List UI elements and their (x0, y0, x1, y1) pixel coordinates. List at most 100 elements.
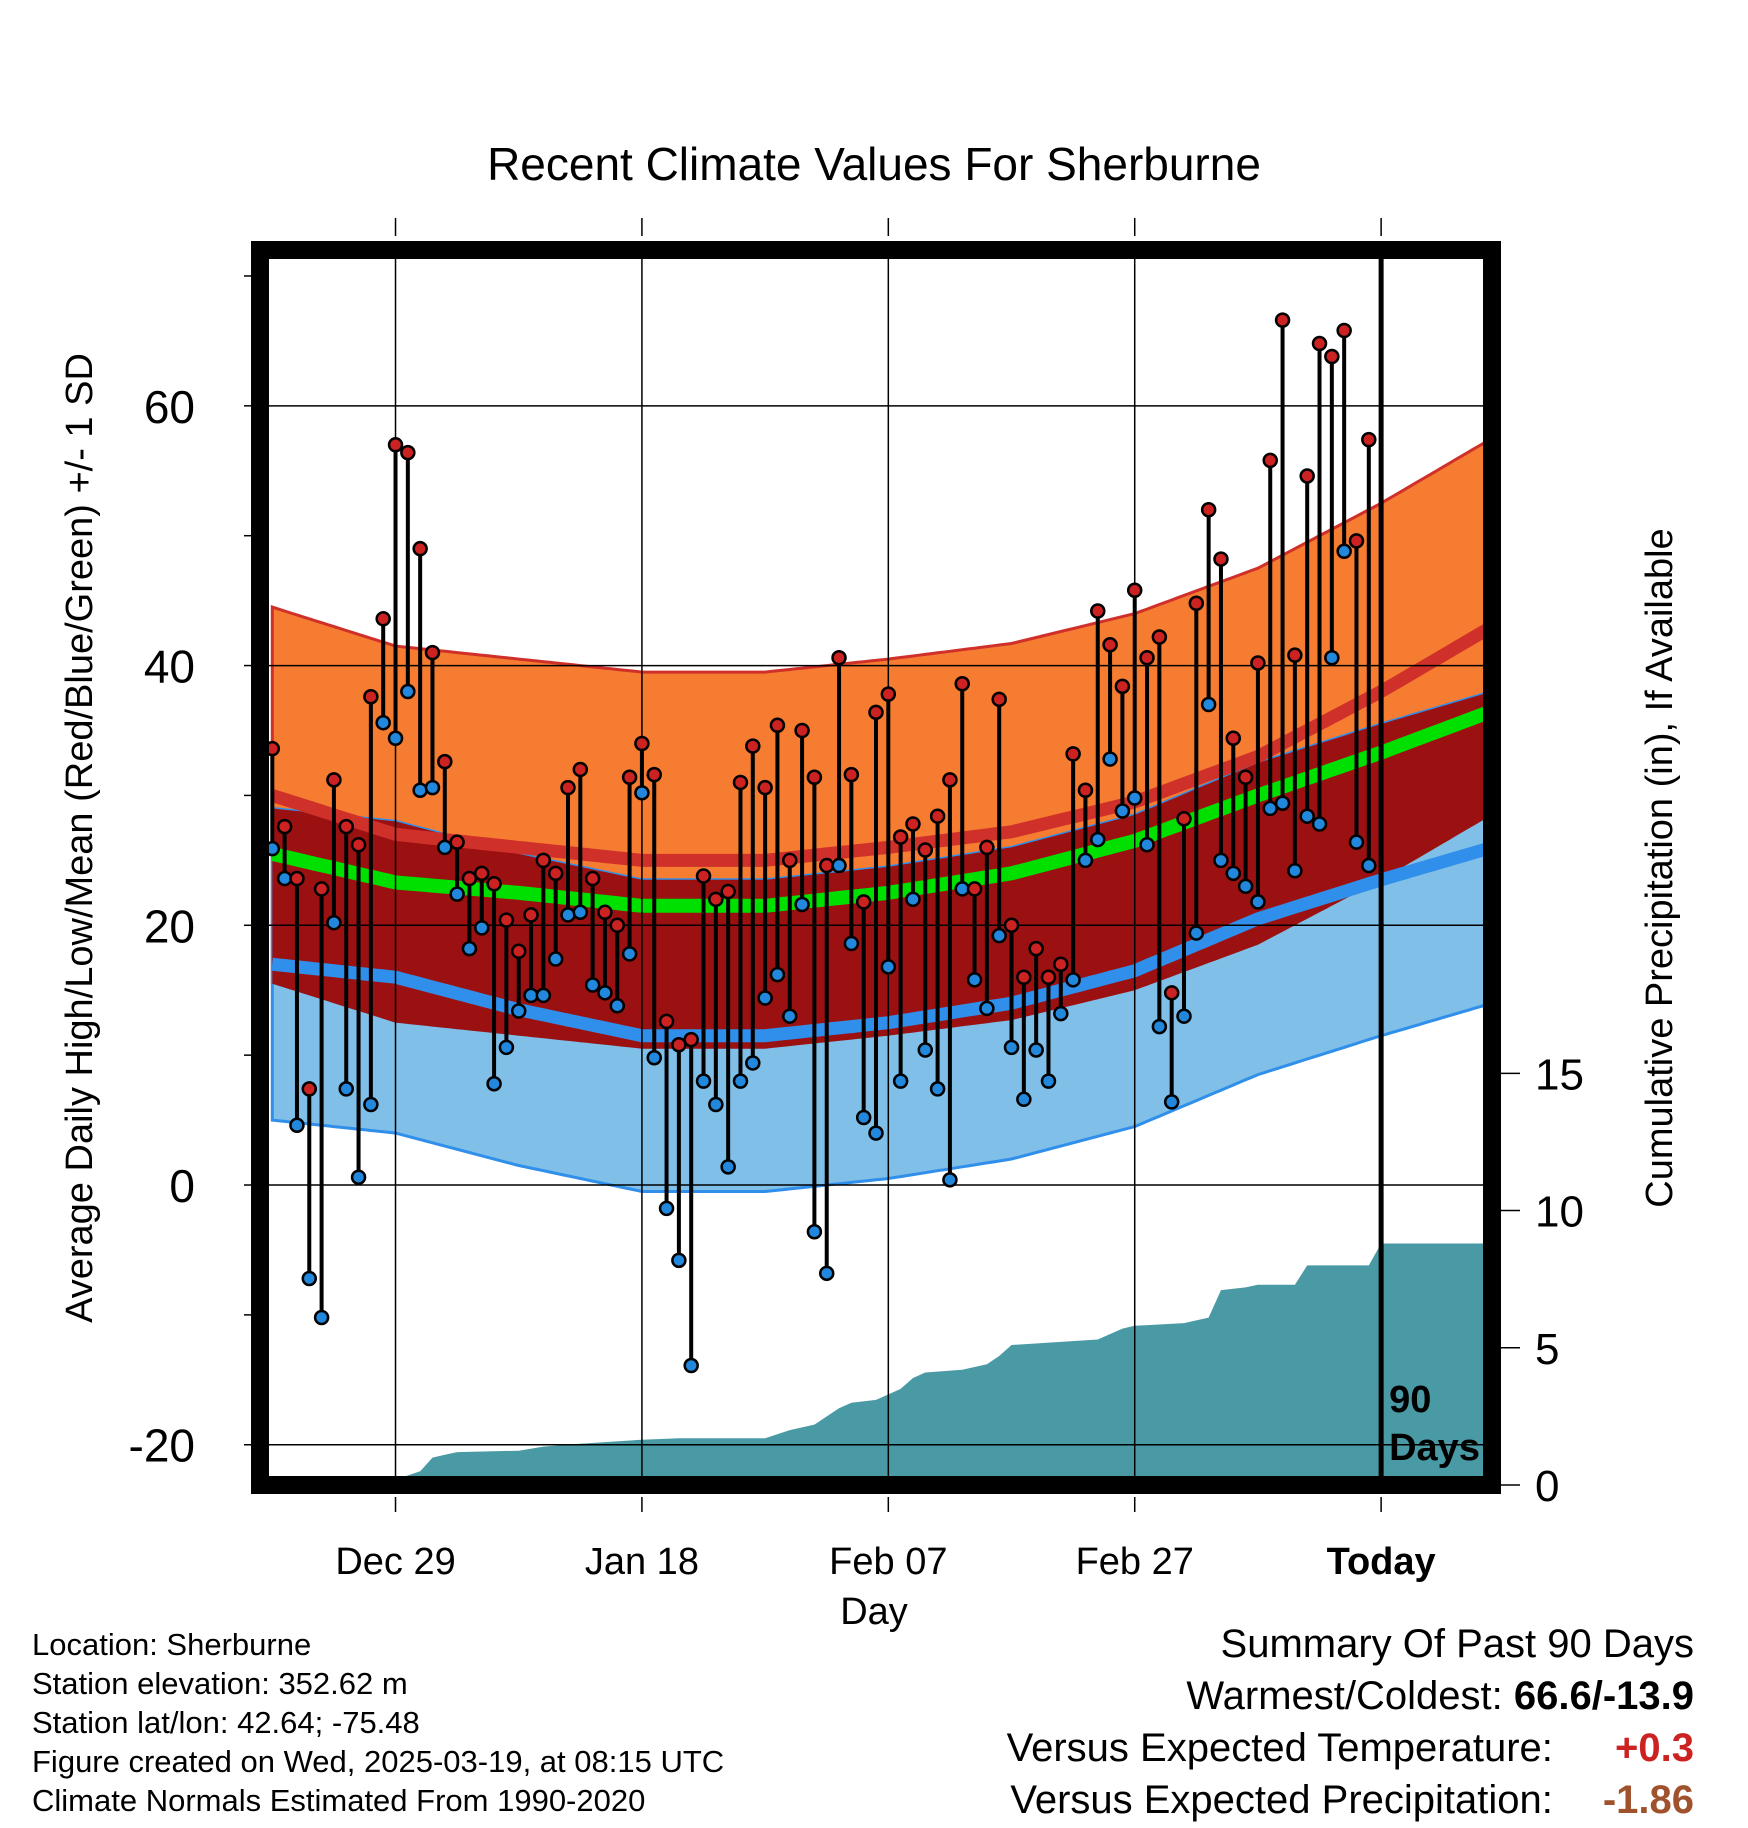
daily-low-point (1311, 816, 1328, 832)
daily-high-point (486, 875, 502, 892)
daily-high-point (1348, 533, 1365, 549)
daily-low-point (1225, 865, 1242, 882)
daily-low-point (1151, 1018, 1168, 1035)
temperature-departure-label: Versus Expected Temperature: (1006, 1726, 1553, 1770)
elevation-text: Station elevation: 352.62 m (32, 1666, 408, 1701)
daily-low-point (1176, 1008, 1192, 1024)
y-tick-label: 40 (144, 641, 195, 693)
precipitation-departure-label: Versus Expected Precipitation: (1010, 1778, 1553, 1822)
daily-low-point (818, 1265, 835, 1282)
daily-low-point (547, 951, 564, 967)
daily-low-point (831, 857, 847, 874)
daily-high-point (1262, 452, 1278, 469)
daily-high-point (991, 691, 1007, 708)
daily-high-point (424, 644, 441, 661)
daily-low-point (1262, 800, 1278, 817)
daily-high-point (1126, 582, 1143, 598)
daily-high-point (1090, 603, 1106, 619)
daily-high-point (1040, 969, 1057, 985)
daily-high-point (1200, 501, 1217, 518)
daily-low-point (917, 1042, 934, 1058)
daily-low-point (1028, 1042, 1044, 1058)
daily-low-point (720, 1159, 736, 1175)
x-tick-label: Dec 29 (335, 1541, 455, 1583)
daily-high-point (584, 870, 601, 887)
daily-high-point (301, 1081, 318, 1097)
daily-high-point (326, 772, 342, 788)
daily-low-point (449, 886, 465, 902)
daily-high-point (560, 779, 576, 796)
daily-low-point (375, 714, 391, 731)
x-tick-label: Jan 18 (585, 1541, 699, 1583)
daily-high-point (757, 779, 773, 796)
x-tick-label: Today (1327, 1541, 1436, 1583)
daily-high-point (572, 761, 589, 778)
daily-low-point (276, 870, 293, 887)
daily-high-point (634, 735, 650, 752)
today-marker-days: Days (1389, 1427, 1480, 1469)
daily-low-point (597, 985, 613, 1001)
daily-high-point (437, 753, 453, 770)
warmest-coldest-value: 66.6/-13.9 (1513, 1674, 1694, 1718)
daily-low-point (1274, 795, 1291, 811)
daily-high-point (806, 769, 823, 785)
daily-high-point (892, 829, 909, 845)
daily-high-point (338, 818, 354, 835)
daily-high-point (979, 839, 995, 856)
daily-low-point (474, 920, 490, 936)
daily-high-point (375, 611, 391, 627)
daily-high-point (1299, 468, 1315, 484)
temperature-departure-row: Versus Expected Temperature: +0.3 (1007, 1722, 1694, 1774)
daily-high-point (966, 881, 983, 897)
daily-high-point (954, 675, 970, 692)
created-text: Figure created on Wed, 2025-03-19, at 08… (32, 1744, 725, 1779)
daily-high-point (1324, 348, 1340, 365)
daily-low-point (1348, 834, 1365, 850)
daily-low-point (437, 839, 453, 856)
today-marker-number: 90 (1389, 1379, 1431, 1421)
daily-high-point (1361, 431, 1377, 448)
daily-low-point (991, 927, 1007, 944)
warmest-coldest-label: Warmest/Coldest: (1186, 1674, 1503, 1718)
daily-low-point (400, 683, 416, 700)
daily-high-point (1336, 322, 1352, 339)
daily-high-point (1114, 678, 1131, 695)
chart-title: Recent Climate Values For Sherburne (487, 138, 1261, 190)
plot-area: 90 Days -20 0 20 40 60 0 5 10 15 Dec 29 Jan 18 Feb 07… (129, 218, 1584, 1583)
daily-high-point (671, 1037, 687, 1053)
daily-high-point (1077, 782, 1094, 798)
daily-low-point (757, 990, 773, 1006)
daily-low-point (868, 1125, 884, 1141)
daily-low-point (708, 1096, 724, 1113)
daily-low-point (1016, 1091, 1032, 1108)
daily-high-point (621, 769, 638, 785)
daily-high-point (547, 865, 564, 882)
daily-low-point (301, 1270, 318, 1287)
daily-high-point (1003, 917, 1020, 934)
daily-low-point (1200, 696, 1217, 713)
daily-low-point (609, 998, 626, 1014)
daily-low-point (966, 972, 983, 988)
precipitation-departure-value: -1.86 (1602, 1778, 1694, 1822)
daily-low-point (486, 1075, 502, 1092)
normal-low-line (271, 841, 1492, 1043)
daily-high-point (400, 444, 416, 461)
daily-low-point (1188, 925, 1205, 941)
daily-high-point (1274, 312, 1291, 328)
daily-high-point (782, 852, 798, 869)
daily-high-point (769, 717, 786, 734)
daily-high-point (1053, 956, 1069, 972)
daily-high-point (387, 437, 404, 453)
y-tick-label: -20 (129, 1420, 195, 1472)
daily-low-point (412, 782, 428, 798)
daily-high-point (350, 837, 367, 853)
daily-low-point (1139, 837, 1155, 853)
daily-high-point (449, 834, 465, 850)
daily-low-point (732, 1073, 749, 1089)
daily-low-point (806, 1224, 823, 1240)
daily-low-point (1090, 831, 1106, 848)
daily-high-point (831, 650, 847, 666)
x-tick-label: Feb 27 (1076, 1541, 1194, 1583)
daily-high-point (818, 857, 835, 874)
daily-high-point (313, 881, 330, 897)
